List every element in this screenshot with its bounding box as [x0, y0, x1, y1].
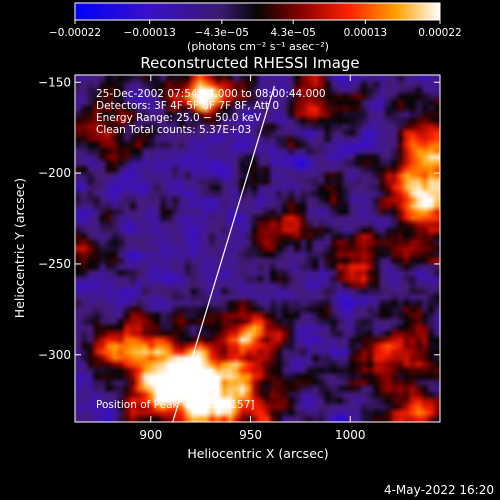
colorbar-tick-label: 0.00013: [344, 27, 387, 39]
x-tick-label: 900: [139, 428, 162, 442]
colorbar-gradient: [74, 2, 441, 21]
annotation-line: 25‑Dec‑2002 07:54:44.000 to 08:00:44.000: [96, 88, 326, 100]
y-tick-label: −200: [38, 166, 71, 180]
annotation-line: Detectors: 3F 4F 5F 6F 7F 8F, Att 0: [96, 100, 279, 112]
y-tick-label: −150: [38, 75, 71, 89]
y-tick-label: −250: [38, 257, 71, 271]
plot-frame: [74, 74, 441, 423]
x-axis-label: Heliocentric X (arcsec): [187, 446, 328, 461]
plot-area: 900 950 1000 −150 −200 −250 −300 25‑Dec‑2002 …: [38, 74, 441, 442]
chart-title: Reconstructed RHESSI Image: [140, 54, 359, 72]
colorbar-tick-label: −0.00022: [49, 27, 101, 39]
colorbar-unit-label: (photons cm⁻² s⁻¹ asec⁻²): [187, 40, 329, 53]
y-axis-label: Heliocentric Y (arcsec): [12, 178, 27, 318]
colorbar-tick-label: −0.00013: [124, 27, 176, 39]
colorbar-tick-label: 4.3e−05: [271, 27, 316, 39]
x-tick-label: 950: [239, 428, 262, 442]
x-tick-label: 1000: [335, 428, 366, 442]
colorbar-tick-label: 0.00022: [418, 27, 461, 39]
timestamp: 4‑May‑2022 16:20: [384, 483, 494, 497]
colorbar-tick-label: −4.3e−05: [195, 27, 249, 39]
y-tick-label: −300: [38, 348, 71, 362]
annotation-line: Energy Range: 25.0 − 50.0 keV: [96, 112, 262, 124]
peak-position-label: Position of Peak = [925,−157]: [96, 399, 255, 411]
colorbar: −0.00022 −0.00013 −4.3e−05 4.3e−05 0.00013 0.…: [49, 2, 462, 53]
annotation-line: Clean Total counts: 5.37E+03: [96, 124, 251, 136]
solar-limb-line: [172, 85, 276, 422]
heatmap-image: [75, 75, 440, 422]
